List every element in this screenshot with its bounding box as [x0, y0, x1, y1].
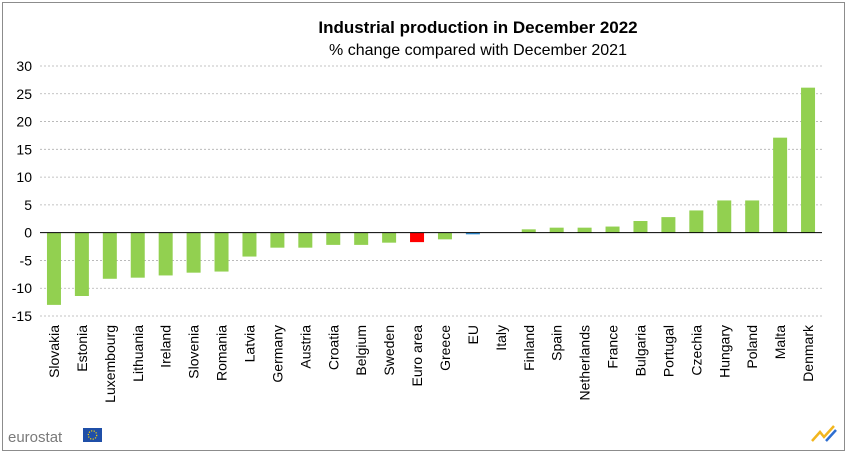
eu-flag-icon: [83, 428, 102, 442]
x-tick-label: Bulgaria: [632, 325, 648, 377]
y-tick-label: 10: [16, 169, 32, 185]
x-tick-label: Slovakia: [46, 325, 62, 378]
bar-finland: [521, 229, 536, 233]
bar-hungary: [717, 200, 732, 233]
bar-sweden: [382, 232, 397, 243]
y-tick-label: 0: [24, 225, 32, 241]
chart-title: Industrial production in December 2022: [318, 18, 637, 37]
bar-romania: [214, 232, 229, 272]
eurostat-logo-text: eurostat: [8, 429, 63, 446]
bars: [46, 87, 816, 305]
x-tick-label: Portugal: [660, 325, 676, 377]
chart-frame: [2, 2, 845, 451]
bar-estonia: [74, 232, 89, 296]
y-tick-label: 15: [16, 141, 32, 157]
y-tick-label: 25: [16, 86, 32, 102]
bar-eu: [465, 232, 480, 235]
x-tick-label: Luxembourg: [102, 325, 118, 403]
y-tick-label: 5: [24, 197, 32, 213]
x-tick-label: Romania: [214, 325, 230, 381]
x-tick-label: Euro area: [409, 325, 425, 387]
y-tick-label: -5: [20, 252, 33, 268]
bar-croatia: [326, 232, 341, 245]
bar-poland: [745, 200, 760, 233]
bar-greece: [437, 232, 452, 240]
bar-ireland: [158, 232, 173, 276]
x-tick-label: Belgium: [353, 325, 369, 376]
x-tick-label: Croatia: [325, 325, 341, 370]
x-tick-label: Slovenia: [186, 325, 202, 379]
x-tick-label: Greece: [437, 325, 453, 371]
x-tick-label: Poland: [744, 325, 760, 369]
bar-latvia: [242, 232, 257, 257]
chart-subtitle: % change compared with December 2021: [329, 42, 627, 59]
bar-malta: [773, 137, 788, 233]
x-tick-label: Germany: [269, 325, 285, 383]
x-tick-label: Lithuania: [130, 325, 146, 382]
x-axis-labels: Slovakia Estonia Luxembourg Lithuania Irelan…: [46, 324, 816, 403]
bar-belgium: [354, 232, 369, 245]
x-tick-label: EU: [465, 325, 481, 344]
bar-france: [605, 226, 620, 233]
x-tick-label: France: [605, 325, 621, 369]
x-tick-label: Hungary: [716, 325, 732, 378]
bar-slovakia: [46, 232, 61, 305]
bar-czechia: [689, 210, 704, 233]
bar-euro-area: [410, 232, 425, 243]
y-tick-label: -10: [12, 280, 32, 296]
y-tick-label: -15: [12, 308, 32, 324]
bar-germany: [270, 232, 285, 248]
x-tick-label: Malta: [772, 325, 788, 359]
eurostat-swoosh-icon: [811, 425, 837, 442]
x-tick-label: Czechia: [688, 325, 704, 376]
gridlines: [40, 65, 822, 317]
x-tick-label: Italy: [493, 325, 509, 351]
bar-lithuania: [130, 232, 145, 278]
bar-denmark: [801, 87, 816, 233]
y-tick-label: 20: [16, 114, 32, 130]
x-tick-label: Spain: [549, 325, 565, 361]
x-tick-label: Sweden: [381, 325, 397, 376]
bar-netherlands: [577, 227, 592, 233]
x-tick-label: Austria: [297, 325, 313, 369]
bar-bulgaria: [633, 221, 648, 233]
bar-spain: [549, 227, 564, 233]
x-tick-label: Latvia: [241, 325, 257, 363]
x-tick-label: Estonia: [74, 325, 90, 372]
bar-portugal: [661, 217, 676, 233]
bar-luxembourg: [102, 232, 117, 279]
y-axis: 30 25 20 15 10 5 0 -5 -10 -15: [12, 58, 32, 324]
bar-slovenia: [186, 232, 201, 273]
bar-austria: [298, 232, 313, 248]
x-tick-label: Denmark: [800, 324, 816, 382]
y-tick-label: 30: [16, 58, 32, 74]
x-tick-label: Finland: [521, 325, 537, 371]
x-tick-label: Netherlands: [577, 325, 593, 401]
x-tick-label: Ireland: [158, 325, 174, 368]
